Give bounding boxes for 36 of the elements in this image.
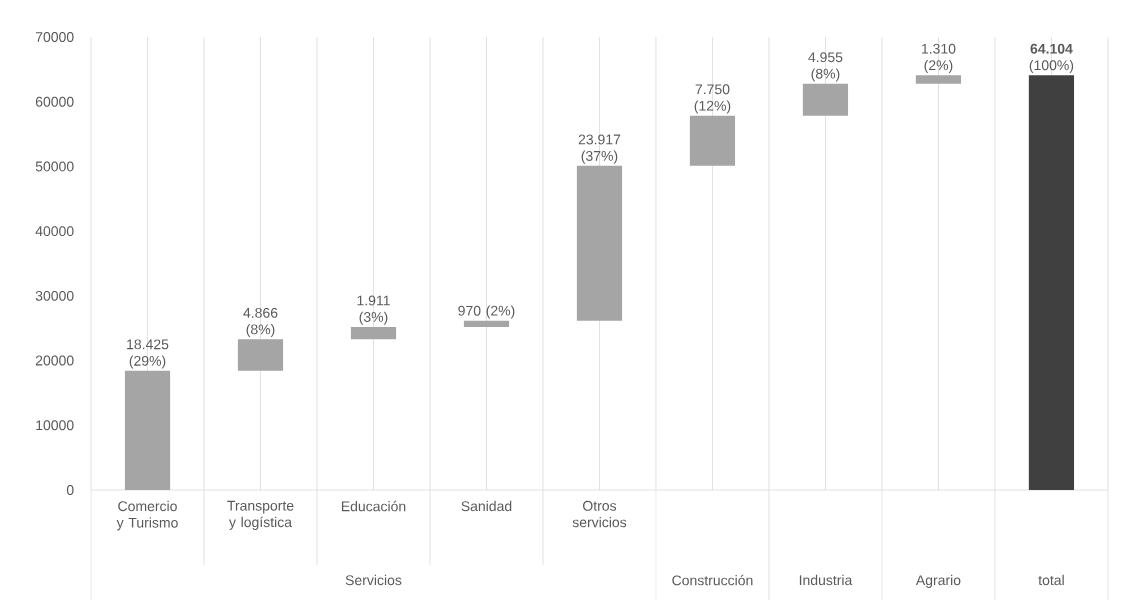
bar bbox=[689, 115, 736, 166]
y-tick-label: 70000 bbox=[35, 32, 74, 42]
bar bbox=[350, 326, 397, 340]
x-tick-label: Educación bbox=[341, 500, 406, 512]
data-label: 4.866 (8%) bbox=[243, 307, 278, 338]
bar bbox=[915, 75, 962, 84]
x-tick-label: Sanidad bbox=[461, 500, 512, 512]
data-label: 7.750 (12%) bbox=[694, 84, 731, 114]
x-tick-label: Transporte y logística bbox=[227, 500, 294, 530]
bar bbox=[576, 165, 623, 321]
y-tick-label: 50000 bbox=[35, 161, 74, 172]
x-tick-label: Otros servicios bbox=[572, 500, 627, 528]
data-label: 23.917 (37%) bbox=[578, 134, 621, 164]
data-label: 1.911 (3%) bbox=[357, 295, 390, 325]
bar bbox=[463, 320, 510, 327]
bar bbox=[237, 339, 284, 371]
y-tick-label: 10000 bbox=[36, 420, 74, 431]
y-tick-label: 20000 bbox=[35, 355, 74, 366]
data-label: 64.104 (100%) bbox=[1029, 43, 1074, 73]
data-label: 4.955 (8%) bbox=[808, 52, 843, 82]
y-tick-label: 40000 bbox=[35, 226, 74, 237]
bar bbox=[1028, 75, 1075, 490]
text: Servicios bbox=[345, 574, 402, 586]
x-tick-label: Agrario bbox=[915, 574, 961, 588]
data-label: 18.425 (29%) bbox=[127, 339, 169, 369]
x-tick-label: Industria bbox=[799, 574, 853, 586]
data-label: 970 (2%) bbox=[458, 305, 515, 319]
x-tick-label: Comercio y Turismo bbox=[116, 500, 178, 531]
x-tick-label: Construcción bbox=[672, 574, 753, 586]
data-label: 1.310 (2%) bbox=[922, 43, 956, 73]
x-tick-label: total bbox=[1038, 574, 1064, 586]
bar bbox=[124, 370, 171, 490]
y-tick-label: 30000 bbox=[35, 290, 74, 301]
y-tick-label: 60000 bbox=[35, 96, 74, 107]
y-tick-label: 0 bbox=[66, 485, 74, 495]
bar bbox=[802, 83, 849, 116]
